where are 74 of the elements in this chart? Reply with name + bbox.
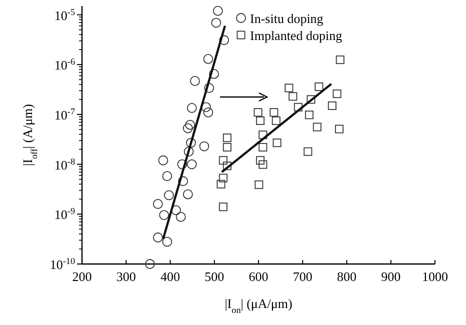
point — [284, 84, 294, 92]
point — [177, 159, 188, 170]
point — [306, 95, 316, 104]
point — [312, 122, 322, 132]
point — [182, 189, 193, 200]
point — [272, 138, 282, 148]
point — [211, 18, 222, 28]
x-tick-label: 1000 — [422, 269, 448, 284]
y-tick-label: 10$^{-8}$ — [54, 156, 76, 172]
point — [212, 6, 223, 16]
point — [162, 171, 172, 182]
x-tick-label: 800 — [337, 269, 356, 284]
point — [218, 202, 228, 212]
point — [208, 68, 219, 79]
y-tick-label: 10$^{-10}$ — [50, 256, 76, 272]
y-tick-label: 10$^{-9}$ — [54, 206, 76, 222]
legend-label: Implanted doping — [250, 28, 343, 43]
point — [185, 120, 196, 130]
point — [152, 199, 163, 209]
point — [272, 116, 280, 125]
point — [203, 54, 214, 64]
point — [190, 76, 200, 86]
point — [335, 124, 344, 134]
x-tick-label: 300 — [116, 269, 136, 284]
point — [184, 146, 194, 157]
point — [178, 176, 188, 186]
point — [254, 108, 262, 117]
point — [256, 116, 265, 125]
point — [256, 156, 265, 165]
point — [258, 130, 268, 140]
point — [203, 107, 214, 118]
point — [186, 103, 197, 113]
x-tick-label: 200 — [72, 269, 92, 284]
point — [162, 236, 172, 247]
point — [158, 155, 168, 166]
point — [164, 190, 174, 200]
point — [304, 147, 312, 156]
point — [304, 110, 314, 120]
legend-label: In-situ doping — [250, 11, 324, 26]
point — [336, 56, 344, 64]
point — [218, 156, 228, 165]
point — [204, 83, 214, 93]
point — [186, 138, 196, 148]
x-tick-label: 900 — [381, 269, 401, 284]
point — [222, 142, 232, 152]
x-tick-label: 600 — [248, 269, 268, 284]
point — [199, 141, 210, 152]
point — [159, 210, 170, 220]
point — [270, 108, 278, 117]
point — [222, 162, 232, 170]
x-tick-label: 500 — [204, 269, 224, 284]
point — [254, 180, 264, 189]
point — [294, 102, 302, 112]
x-axis-title: |I$_{on}$| (μA/μm) — [224, 296, 292, 315]
point — [314, 82, 324, 91]
y-tick-label: 10$^{-7}$ — [54, 106, 76, 122]
point — [222, 134, 232, 142]
y-tick-label: 10$^{-5}$ — [54, 6, 76, 23]
x-tick-label: 700 — [292, 269, 312, 284]
point — [145, 259, 155, 269]
point — [332, 90, 342, 98]
point — [152, 232, 163, 242]
point — [258, 160, 268, 169]
y-tick-label: 10$^{-6}$ — [54, 56, 76, 73]
point — [258, 142, 268, 152]
point — [328, 101, 336, 110]
point — [219, 35, 230, 46]
point — [218, 174, 228, 182]
point — [176, 212, 186, 222]
point — [182, 123, 193, 134]
point — [186, 159, 197, 170]
x-tick-label: 400 — [160, 269, 180, 284]
point — [216, 180, 226, 188]
point — [288, 92, 298, 101]
